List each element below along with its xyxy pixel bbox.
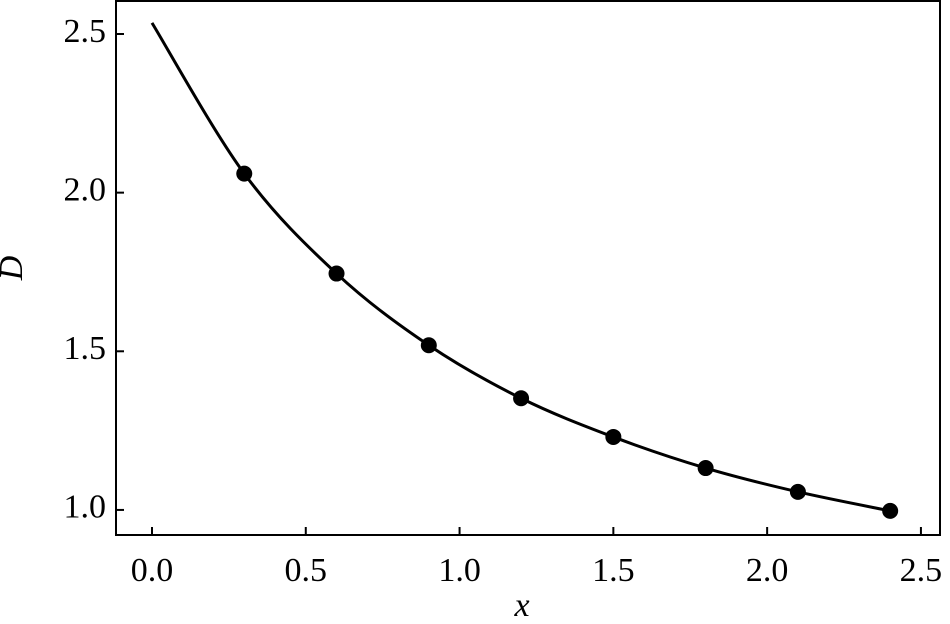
data-point bbox=[789, 483, 806, 500]
data-point bbox=[513, 390, 530, 407]
data-point bbox=[328, 265, 345, 282]
y-tick-label: 2.0 bbox=[64, 171, 107, 208]
fit-curve bbox=[150, 22, 891, 513]
y-tick-label: 1.0 bbox=[64, 489, 107, 526]
y-tick-label: 1.5 bbox=[64, 330, 107, 367]
x-tick-label: 1.0 bbox=[438, 552, 481, 589]
plot-frame bbox=[115, 0, 941, 536]
y-tick-label: 2.5 bbox=[64, 13, 107, 50]
y-axis-title: D bbox=[0, 255, 30, 281]
x-tick-label: 0.0 bbox=[131, 552, 174, 589]
data-point bbox=[420, 337, 437, 354]
x-tick-label: 2.0 bbox=[746, 552, 789, 589]
data-point bbox=[882, 502, 899, 519]
x-tick-label: 2.5 bbox=[900, 552, 943, 589]
data-point bbox=[697, 460, 714, 477]
x-tick-label: 0.5 bbox=[285, 552, 328, 589]
x-axis-title: x bbox=[513, 587, 529, 624]
data-point bbox=[605, 428, 622, 445]
x-tick-label: 1.5 bbox=[592, 552, 635, 589]
data-point bbox=[236, 165, 253, 182]
